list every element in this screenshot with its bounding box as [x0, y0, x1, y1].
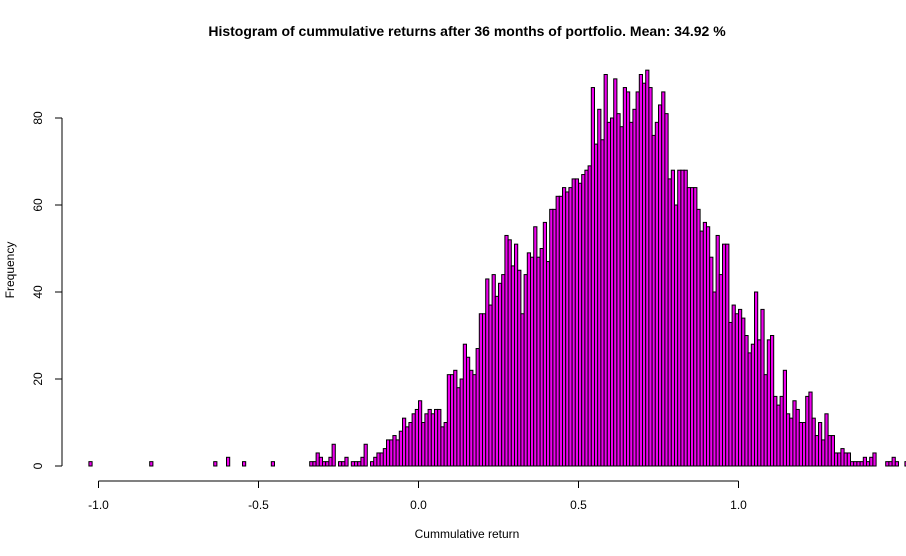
histogram-bar [213, 461, 218, 467]
histogram-bar [270, 461, 275, 467]
y-axis-label: Frequency [3, 242, 17, 299]
x-tick-label: 0.5 [570, 498, 587, 512]
histogram-bar [894, 461, 899, 467]
histogram-bar [872, 452, 877, 467]
y-tick-label: 60 [31, 198, 45, 212]
x-tick-label: 1.0 [730, 498, 747, 512]
histogram-bar [830, 435, 835, 467]
y-tick-label: 0 [31, 462, 45, 469]
histogram-bar [344, 456, 349, 467]
x-tick-label: -0.5 [248, 498, 269, 512]
histogram-bar [331, 443, 336, 467]
y-tick-label: 80 [31, 111, 45, 125]
y-tick-label: 20 [31, 372, 45, 386]
x-axis: -1.0 -0.5 0.0 0.5 1.0 [88, 480, 747, 512]
histogram-bar [242, 461, 247, 467]
histogram-bar [226, 456, 231, 467]
x-tick-label: 0.0 [410, 498, 427, 512]
histogram-bar [846, 452, 851, 467]
x-tick-label: -1.0 [88, 498, 109, 512]
histogram-bars [88, 69, 906, 467]
x-axis-label: Cummulative return [415, 527, 520, 541]
chart-title: Histogram of cummulative returns after 3… [208, 23, 726, 39]
y-axis: 0 20 40 60 80 [31, 111, 63, 469]
y-tick-label: 40 [31, 285, 45, 299]
histogram-bar [88, 461, 93, 467]
histogram-bar [904, 461, 906, 467]
histogram-bar [149, 461, 154, 467]
histogram-bar [363, 443, 368, 467]
